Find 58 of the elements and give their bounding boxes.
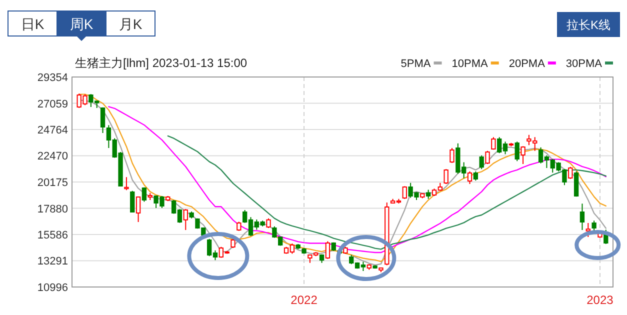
candlestick bbox=[183, 208, 188, 230]
candlestick bbox=[372, 264, 378, 270]
legend-label: 10PMA bbox=[452, 58, 488, 70]
candlestick bbox=[366, 264, 372, 270]
candlestick bbox=[473, 170, 478, 182]
legend-label: 30PMA bbox=[566, 58, 603, 70]
candlestick bbox=[444, 168, 448, 184]
candlestick bbox=[331, 242, 336, 252]
candlestick bbox=[325, 240, 330, 260]
candlestick bbox=[580, 203, 585, 230]
candlestick bbox=[296, 244, 300, 250]
candlestick bbox=[568, 166, 573, 180]
candlestick bbox=[124, 176, 129, 191]
y-tick-label: 20175 bbox=[37, 177, 68, 189]
x-tick-label: 2022 bbox=[290, 293, 318, 307]
candlestick bbox=[514, 141, 520, 162]
x-tick-label: 2023 bbox=[586, 293, 614, 307]
candlestick bbox=[485, 150, 490, 164]
candlestick bbox=[136, 196, 141, 222]
candlestick bbox=[166, 196, 170, 202]
period-tabs: 日K 周K 月K bbox=[8, 10, 156, 41]
candlestick bbox=[586, 222, 590, 238]
line-series bbox=[167, 135, 606, 250]
candlestick bbox=[236, 221, 242, 232]
y-tick-label: 29354 bbox=[37, 72, 68, 84]
candlestick bbox=[491, 136, 496, 150]
y-tick-label: 22470 bbox=[37, 150, 68, 163]
y-tick-label: 27059 bbox=[37, 98, 68, 110]
legend-label: 20PMA bbox=[508, 58, 546, 70]
candlestick bbox=[266, 218, 271, 229]
y-tick-label: 17880 bbox=[37, 203, 68, 216]
y-tick-label: 24764 bbox=[37, 124, 68, 137]
candlestick bbox=[479, 154, 484, 170]
candlestick bbox=[420, 192, 425, 199]
candlestick bbox=[378, 267, 384, 273]
candlestick bbox=[520, 146, 526, 164]
candlestick bbox=[592, 220, 596, 232]
chart-title: 生猪主力[lhm] 2023-01-13 15:00 bbox=[75, 56, 248, 70]
candlestick bbox=[230, 238, 236, 249]
candlestick bbox=[426, 189, 431, 200]
candlestick bbox=[508, 142, 514, 147]
candlestick bbox=[130, 190, 135, 213]
candlestick bbox=[100, 106, 106, 134]
candlestick bbox=[189, 210, 194, 219]
line-series bbox=[108, 106, 606, 254]
legend-label: 5PMA bbox=[400, 58, 432, 70]
candlestick bbox=[467, 170, 472, 184]
candlestick bbox=[574, 170, 579, 198]
candlestick bbox=[319, 254, 324, 264]
y-tick-label: 10996 bbox=[37, 282, 68, 294]
candlestick bbox=[450, 147, 454, 164]
y-tick-label: 13291 bbox=[37, 256, 68, 268]
candlestick bbox=[148, 192, 152, 201]
candlestick bbox=[343, 246, 348, 254]
y-tick-label: 15586 bbox=[37, 229, 68, 242]
candlestick bbox=[142, 186, 147, 202]
button: 拉长K线 bbox=[557, 12, 620, 37]
candlestick bbox=[402, 186, 407, 200]
